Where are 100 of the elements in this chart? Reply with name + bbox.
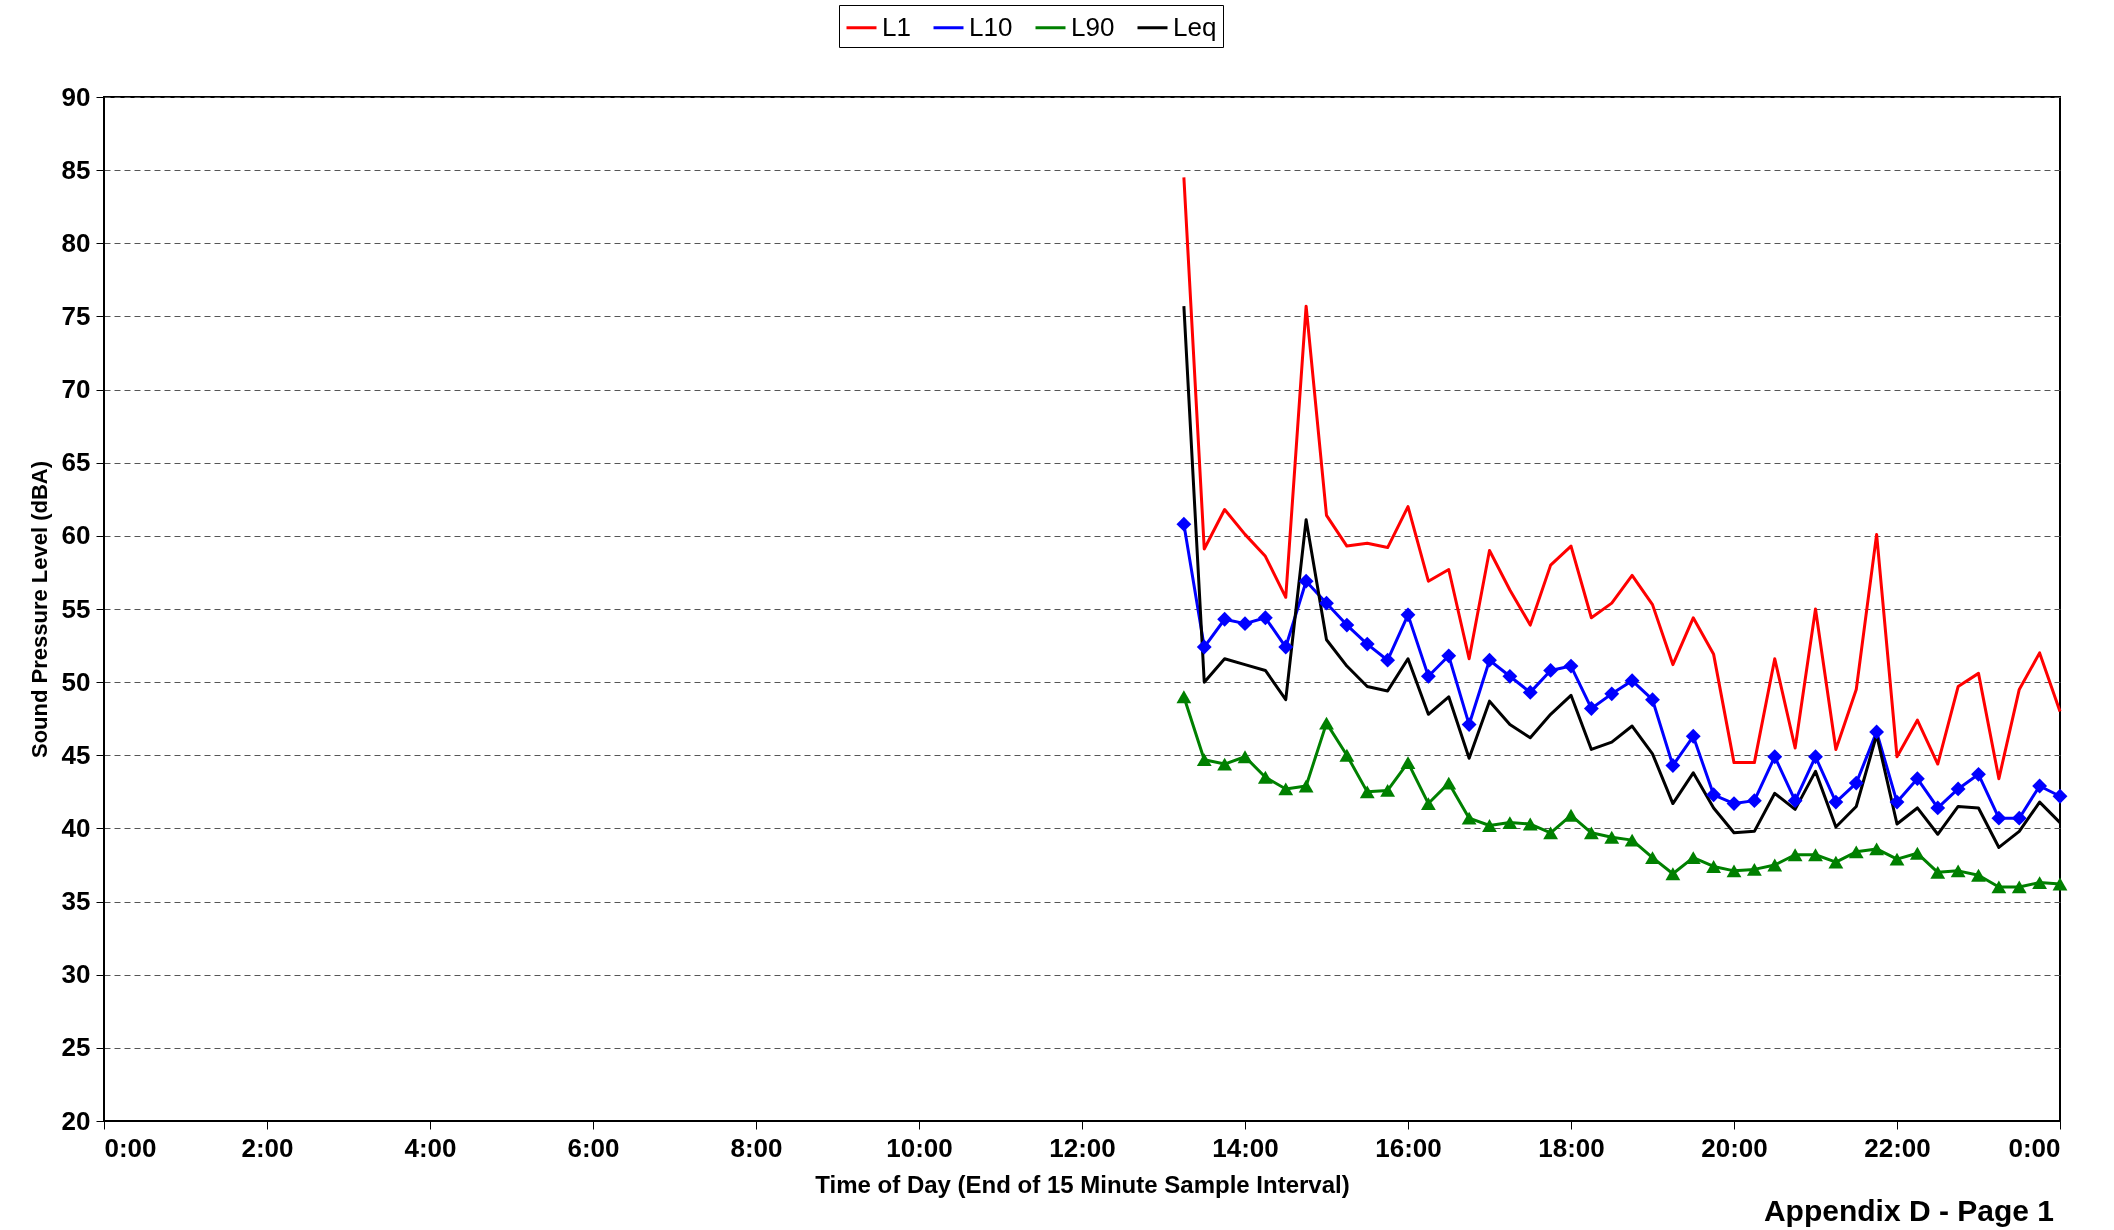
x-tick-label: 2:00 <box>241 1132 294 1163</box>
x-tick-label: 12:00 <box>1049 1132 1116 1163</box>
x-tick-label: 6:00 <box>567 1132 620 1163</box>
point <box>1237 750 1253 764</box>
point <box>1319 716 1334 730</box>
y-tick-label: 20 <box>61 1105 91 1136</box>
point <box>1828 855 1844 869</box>
point <box>1176 690 1192 704</box>
point <box>1543 663 1559 678</box>
x-tick-label: 0:00 <box>2008 1132 2061 1163</box>
legend-label: L10 <box>969 11 1013 42</box>
y-tick-label: 25 <box>61 1032 91 1063</box>
y-tick-label: 50 <box>61 666 91 697</box>
point <box>1400 607 1416 623</box>
text: Appendix D - Page 1 <box>1763 1194 2054 1228</box>
point <box>1706 787 1722 803</box>
point <box>1257 770 1273 784</box>
point <box>1502 816 1518 829</box>
point <box>1441 648 1457 664</box>
point <box>1522 684 1538 700</box>
y-tick-label: 60 <box>61 520 91 551</box>
line-series <box>1182 175 2062 781</box>
point <box>1828 794 1844 810</box>
point <box>1624 673 1640 689</box>
x-tick-label: 18:00 <box>1538 1132 1605 1163</box>
point <box>1278 782 1294 796</box>
point <box>1930 865 1946 879</box>
point <box>1196 753 1212 767</box>
point <box>1645 692 1660 708</box>
legend-label: Leq <box>1173 11 1217 42</box>
point <box>1971 868 1986 882</box>
point <box>1604 830 1620 844</box>
point <box>1991 880 2007 894</box>
point <box>1869 842 1885 856</box>
point <box>1706 860 1722 873</box>
point <box>1339 617 1355 633</box>
point <box>1746 793 1762 809</box>
point <box>1848 845 1864 859</box>
x-axis-title: Time of Day (End of 15 Minute Sample Interval) <box>815 1170 1350 1198</box>
point <box>1665 867 1681 881</box>
point <box>1502 668 1518 684</box>
point <box>1563 658 1579 674</box>
point <box>1298 573 1314 589</box>
point <box>1726 864 1742 878</box>
y-tick-label: 85 <box>61 154 91 185</box>
x-tick-label: 10:00 <box>886 1132 953 1163</box>
y-tick-label: 75 <box>61 300 91 331</box>
point <box>1787 848 1803 862</box>
y-tick-label: 65 <box>61 447 91 478</box>
x-tick-label: 22:00 <box>1864 1132 1931 1163</box>
point <box>1909 846 1925 860</box>
y-tick-label: 40 <box>61 812 91 843</box>
x-tick-label: 16:00 <box>1375 1132 1442 1163</box>
point <box>1400 756 1416 770</box>
point <box>1420 668 1436 684</box>
y-tick-label: 35 <box>61 886 91 917</box>
x-tick-label: 4:00 <box>404 1132 457 1163</box>
point <box>1176 516 1192 532</box>
point <box>1889 852 1905 866</box>
point <box>1441 776 1457 790</box>
point <box>1196 639 1212 655</box>
point <box>1787 793 1803 809</box>
point <box>1319 595 1334 611</box>
y-axis-title: Sound Pressure Level (dBA) <box>26 460 52 759</box>
point <box>1950 864 1966 878</box>
point <box>1848 775 1864 791</box>
point <box>1420 797 1436 810</box>
point <box>2052 877 2068 891</box>
point <box>2011 880 2027 894</box>
point <box>1889 794 1905 810</box>
point <box>1461 811 1477 825</box>
point <box>2011 810 2027 826</box>
point <box>1359 785 1375 799</box>
point <box>1461 717 1477 732</box>
legend-label: L90 <box>1071 11 1115 42</box>
y-tick-label: 30 <box>61 959 91 990</box>
point <box>1257 610 1273 626</box>
point <box>1767 858 1783 872</box>
point <box>1522 817 1538 831</box>
point <box>1380 783 1396 797</box>
point <box>1482 652 1497 668</box>
point <box>1808 848 1823 862</box>
y-tick-label: 45 <box>61 739 91 770</box>
point <box>1971 766 1986 782</box>
point <box>1624 833 1640 847</box>
y-tick-label: 80 <box>61 227 91 258</box>
point <box>1909 771 1925 787</box>
point <box>1665 758 1681 773</box>
point <box>1808 749 1823 765</box>
point <box>2052 788 2068 804</box>
x-tick-label: 8:00 <box>730 1132 783 1163</box>
y-tick-label: 70 <box>61 374 91 405</box>
point <box>1278 639 1294 655</box>
x-tick-label: 0:00 <box>104 1132 157 1163</box>
point <box>1563 808 1579 822</box>
point <box>1583 826 1599 840</box>
x-tick-label: 20:00 <box>1701 1132 1768 1163</box>
point <box>1543 826 1559 840</box>
point <box>1604 686 1620 702</box>
point <box>1217 757 1233 771</box>
